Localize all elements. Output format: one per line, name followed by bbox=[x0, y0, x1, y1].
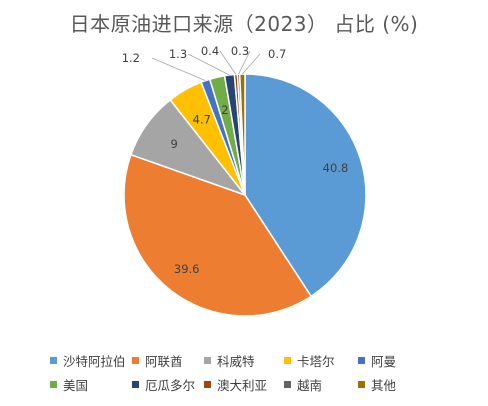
legend-label: 美国 bbox=[63, 377, 89, 393]
data-label: 40.8 bbox=[323, 161, 349, 175]
legend-item: 其他 bbox=[358, 375, 418, 394]
data-label: 4.7 bbox=[193, 112, 211, 126]
legend-label: 厄瓜多尔 bbox=[145, 377, 196, 393]
leader-line bbox=[219, 50, 237, 75]
legend-label: 沙特阿拉伯 bbox=[63, 353, 126, 369]
legend-label: 越南 bbox=[297, 377, 323, 393]
data-label: 0.4 bbox=[201, 44, 219, 58]
leader-line bbox=[242, 53, 261, 75]
legend-item: 澳大利亚 bbox=[204, 375, 284, 394]
legend-swatch bbox=[132, 380, 139, 388]
data-label: 1.2 bbox=[122, 51, 140, 65]
legend-row: 美国 厄瓜多尔 澳大利亚 越南 其他 bbox=[50, 372, 480, 396]
legend-swatch bbox=[204, 380, 211, 388]
legend-label: 阿曼 bbox=[371, 353, 397, 369]
legend-row: 沙特阿拉伯 阿联酋 科威特 卡塔尔 阿曼 bbox=[50, 348, 480, 372]
legend-item: 卡塔尔 bbox=[284, 351, 358, 370]
leader-line bbox=[151, 57, 206, 82]
leader-line bbox=[187, 53, 230, 76]
legend-swatch bbox=[284, 380, 291, 388]
legend-item: 科威特 bbox=[204, 351, 284, 370]
legend: 沙特阿拉伯 阿联酋 科威特 卡塔尔 阿曼 美国 厄瓜多尔 澳大利亚 越南 其他 bbox=[50, 348, 480, 396]
pie-slice bbox=[123, 153, 313, 317]
data-label: 9 bbox=[171, 137, 178, 151]
data-label: 39.6 bbox=[174, 262, 200, 276]
data-label: 0.7 bbox=[268, 47, 286, 61]
legend-item: 阿曼 bbox=[358, 351, 418, 370]
legend-label: 其他 bbox=[371, 377, 397, 393]
legend-item: 美国 bbox=[50, 375, 132, 394]
legend-item: 沙特阿拉伯 bbox=[50, 351, 132, 370]
legend-label: 阿联酋 bbox=[145, 353, 183, 369]
leader-line bbox=[238, 50, 251, 75]
data-label: 2 bbox=[221, 103, 228, 117]
legend-swatch bbox=[50, 356, 57, 364]
legend-swatch bbox=[358, 356, 365, 364]
legend-swatch bbox=[358, 380, 365, 388]
legend-swatch bbox=[50, 380, 57, 388]
legend-swatch bbox=[204, 356, 211, 364]
legend-item: 阿联酋 bbox=[132, 351, 204, 370]
legend-item: 厄瓜多尔 bbox=[132, 375, 204, 394]
legend-label: 卡塔尔 bbox=[297, 353, 335, 369]
legend-item: 越南 bbox=[284, 375, 358, 394]
data-label: 0.3 bbox=[231, 44, 249, 58]
legend-swatch bbox=[284, 356, 291, 364]
legend-swatch bbox=[132, 356, 139, 364]
chart-title: 日本原油进口来源（2023） 占比 (%) bbox=[69, 12, 419, 36]
legend-label: 澳大利亚 bbox=[217, 377, 268, 393]
legend-label: 科威特 bbox=[217, 353, 255, 369]
data-label: 1.3 bbox=[169, 47, 187, 61]
